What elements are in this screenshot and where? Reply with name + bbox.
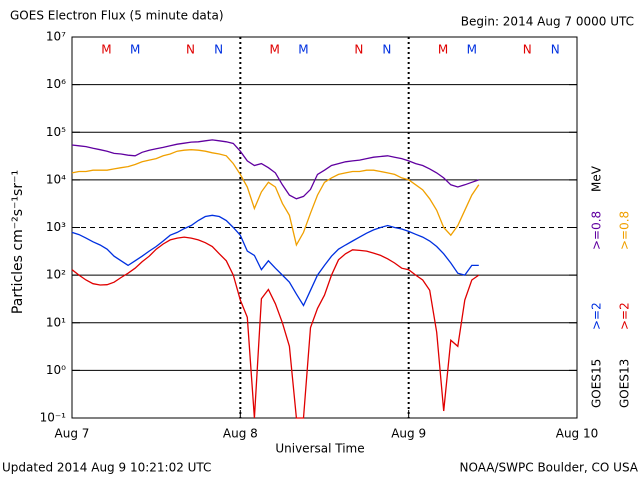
- legend-entry: >=2: [618, 302, 632, 330]
- series-line: [71, 149, 480, 247]
- legend-entry: >=2: [590, 302, 604, 330]
- series-line: [71, 236, 480, 419]
- x-tick-label: Aug 9: [391, 427, 426, 441]
- mn-marker: M: [270, 43, 280, 57]
- series-line: [71, 214, 479, 307]
- mn-marker: M: [467, 43, 477, 57]
- legend-satellite: GOES13: [618, 359, 632, 408]
- y-tick-label: 10³: [46, 220, 66, 234]
- x-axis-label: Universal Time: [275, 442, 364, 456]
- y-tick-label: 10¹: [46, 315, 66, 329]
- mn-marker: M: [298, 43, 308, 57]
- mn-marker: N: [382, 43, 391, 57]
- x-tick-label: Aug 8: [223, 427, 258, 441]
- y-tick-label: 10²: [46, 268, 66, 282]
- y-tick-label: 10⁷: [46, 30, 66, 44]
- footer-left: Updated 2014 Aug 9 10:21:02 UTC: [2, 461, 211, 475]
- chart-title: GOES Electron Flux (5 minute data): [10, 9, 224, 23]
- mn-marker: M: [130, 43, 140, 57]
- mn-marker: N: [523, 43, 532, 57]
- chart-subtitle: Begin: 2014 Aug 7 0000 UTC: [461, 15, 634, 29]
- legend-entry: >=0.8: [618, 211, 632, 250]
- footer-right: NOAA/SWPC Boulder, CO USA: [460, 461, 639, 475]
- y-tick-label: 10⁶: [46, 77, 66, 91]
- mn-marker: N: [186, 43, 195, 57]
- legend-entry: >=0.8: [590, 211, 604, 250]
- mn-marker: M: [101, 43, 111, 57]
- mn-marker: N: [551, 43, 560, 57]
- x-tick-label: Aug 7: [55, 427, 90, 441]
- y-tick-label: 10⁴: [46, 172, 66, 186]
- mn-marker: N: [214, 43, 223, 57]
- legend-satellite: GOES15: [590, 359, 604, 408]
- x-tick-label: Aug 10: [556, 427, 599, 441]
- legend-unit: MeV: [590, 165, 604, 192]
- series-line: [71, 139, 480, 200]
- y-tick-label: 10⁰: [46, 363, 66, 377]
- mn-marker: N: [354, 43, 363, 57]
- mn-marker: M: [438, 43, 448, 57]
- y-axis-label: Particles cm⁻²s⁻¹sr⁻¹: [10, 170, 26, 314]
- y-tick-label: 10⁻¹: [40, 411, 67, 425]
- y-tick-label: 10⁵: [46, 125, 66, 139]
